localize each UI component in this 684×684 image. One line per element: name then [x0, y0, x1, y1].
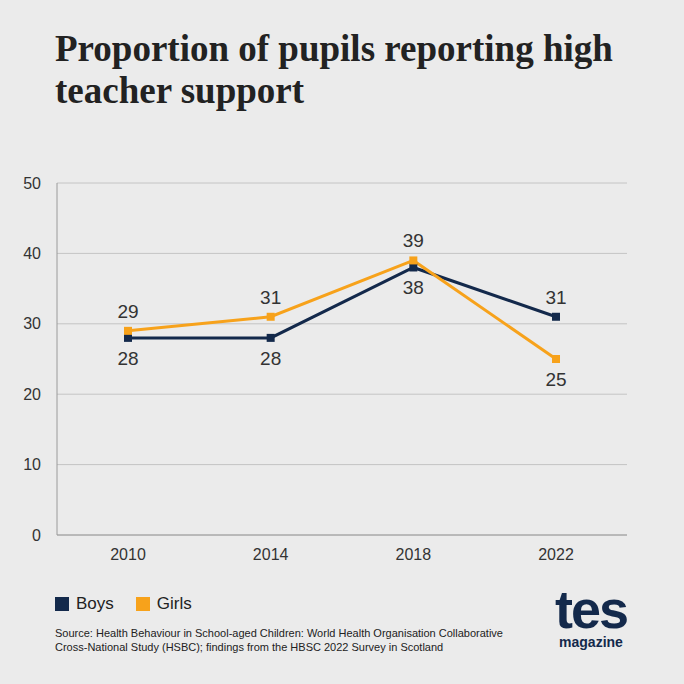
- svg-text:29: 29: [117, 301, 138, 322]
- svg-text:0: 0: [32, 527, 41, 544]
- svg-text:2014: 2014: [253, 546, 289, 563]
- svg-text:28: 28: [117, 348, 138, 369]
- html-text:tes: tes: [555, 579, 627, 639]
- svg-text:2018: 2018: [396, 546, 432, 563]
- html-text:Boys: Boys: [76, 594, 114, 613]
- svg-text:30: 30: [23, 315, 41, 332]
- svg-text:25: 25: [545, 369, 566, 390]
- html-text:magazine: magazine: [559, 634, 623, 650]
- svg-text:31: 31: [260, 287, 281, 308]
- svg-text:39: 39: [403, 230, 424, 251]
- svg-text:20: 20: [23, 386, 41, 403]
- svg-text:2022: 2022: [538, 546, 574, 563]
- svg-text:10: 10: [23, 456, 41, 473]
- svg-text:31: 31: [545, 287, 566, 308]
- svg-text:50: 50: [23, 175, 41, 192]
- html-text:Girls: Girls: [156, 594, 192, 613]
- svg-text:2010: 2010: [110, 546, 146, 563]
- html-text:Proportion of pupils reporting: Proportion of pupils reporting high teac…: [55, 28, 613, 111]
- html-text:Source: Health Behaviour in Sc: Source: Health Behaviour in School-aged …: [55, 627, 503, 653]
- svg-text:40: 40: [23, 245, 41, 262]
- svg-text:28: 28: [260, 348, 281, 369]
- svg-text:38: 38: [403, 277, 424, 298]
